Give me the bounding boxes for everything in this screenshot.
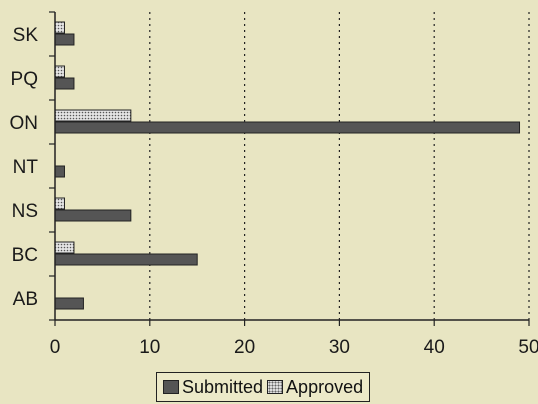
bars (54, 21, 521, 310)
bar-approved-sk (54, 21, 65, 34)
x-tick-label-0: 0 (50, 337, 61, 358)
legend: Submitted Approved (156, 372, 371, 402)
x-tick-label-10: 10 (139, 337, 160, 358)
legend-item-submitted: Submitted (163, 377, 263, 398)
category-label-bc: BC (12, 245, 38, 266)
x-tick-label-50: 50 (518, 337, 538, 358)
category-label-ab: AB (13, 289, 38, 310)
category-label-nt: NT (13, 157, 39, 178)
bar-approved-ns (54, 197, 65, 210)
grid-lines (149, 12, 530, 320)
bar-approved-on (54, 109, 132, 122)
legend-label-submitted: Submitted (182, 376, 264, 397)
category-label-pq: PQ (11, 69, 38, 90)
bar-submitted-ns (54, 209, 132, 222)
x-tick-label-20: 20 (234, 337, 255, 358)
bar-submitted-bc (54, 253, 198, 266)
category-label-on: ON (10, 113, 39, 134)
axis-labels: SK PQ ON NT NS BC AB 0 10 20 30 40 50 (10, 25, 538, 358)
category-label-sk: SK (13, 25, 39, 46)
bar-approved-bc (54, 241, 75, 254)
x-tick-label-40: 40 (424, 337, 445, 358)
legend-swatch-approved (267, 380, 284, 394)
bar-submitted-on (54, 121, 521, 134)
bar-submitted-pq (54, 77, 75, 90)
category-label-ns: NS (12, 201, 38, 222)
axes (49, 11, 530, 326)
legend-label-approved: Approved (286, 376, 364, 397)
legend-swatch-submitted (163, 380, 179, 394)
legend-item-approved: Approved (267, 377, 363, 398)
bar-submitted-ab (54, 297, 84, 310)
bar-chart: SK PQ ON NT NS BC AB 0 10 20 30 40 50 (10, 11, 538, 358)
x-tick-label-30: 30 (329, 337, 350, 358)
bar-submitted-nt (54, 165, 65, 178)
bar-submitted-sk (54, 33, 75, 46)
bar-approved-pq (54, 65, 65, 78)
